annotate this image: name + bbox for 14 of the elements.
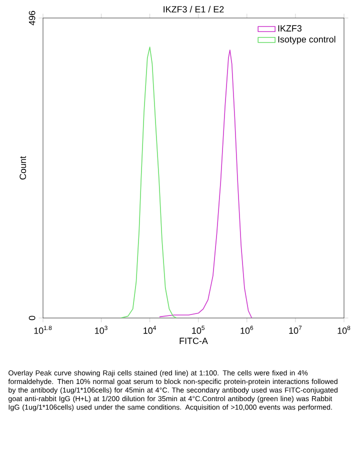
y-axis-title: Count: [20, 156, 26, 180]
x-tick-label: 10$^{6}$: [240, 326, 254, 334]
x-axis-title: FITC-A: [180, 338, 208, 344]
x-tick-label: 10$^{4}$: [144, 326, 156, 334]
x-tick-label: 10$^{5}$: [192, 326, 205, 334]
x-tick-label: 10$^{7}$: [289, 326, 302, 334]
x-tick-label: 10$^{3}$: [95, 326, 108, 334]
x-tick-label: 10$^{8}$: [338, 326, 350, 334]
legend-label: Isotype control: [278, 36, 336, 44]
chart-title: IKZF3 / E1 / E2: [164, 6, 224, 12]
x-tick-label: 10$^{1.8}$: [34, 326, 52, 334]
y-tick-label: 0: [28, 316, 36, 320]
y-tick-label: 496: [28, 10, 36, 26]
legend-label: IKZF3: [278, 25, 302, 32]
